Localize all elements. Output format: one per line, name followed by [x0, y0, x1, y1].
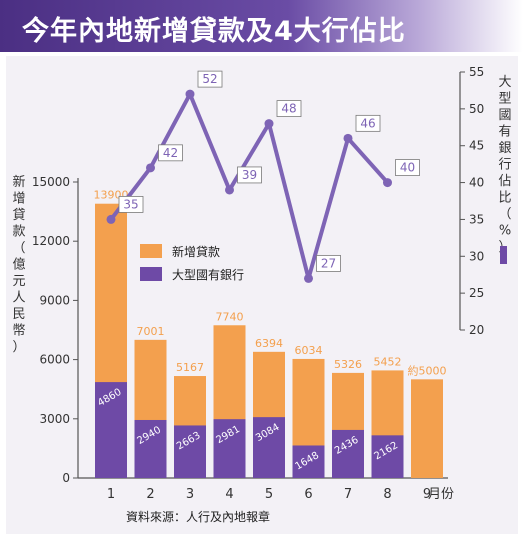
bar-big-banks	[134, 419, 167, 478]
ratio-point	[304, 273, 313, 283]
right-axis-label-char: 型	[498, 92, 511, 107]
x-tick-label: 4	[225, 487, 233, 502]
x-tick-label: 2	[146, 487, 154, 502]
left-axis-tick-label: 3000	[39, 412, 70, 426]
ratio-point-label: 42	[163, 146, 178, 160]
bar-big-banks	[213, 419, 246, 478]
source-note: 資料來源：人行及內地報章	[126, 509, 270, 524]
bar-new-loans-label: 6394	[255, 337, 283, 350]
legend-label-new-loans: 新增貸款	[172, 244, 220, 259]
x-tick-label: 1	[107, 487, 115, 502]
x-tick-label: 8	[383, 487, 391, 502]
ratio-label-box	[395, 159, 420, 176]
left-axis-tick-label: 0	[62, 471, 70, 485]
left-axis-tick-label: 12000	[32, 234, 70, 248]
x-tick-label: 3	[186, 487, 194, 502]
ratio-point-label: 46	[360, 116, 375, 130]
right-axis-label-char: （	[498, 207, 511, 222]
ratio-label-box	[237, 166, 262, 184]
ratio-point	[264, 119, 274, 129]
bar-new-loans	[411, 379, 443, 478]
bar-big-banks	[332, 429, 364, 478]
legend-swatch-new-loans	[140, 244, 162, 258]
right-axis-tick-label: 55	[469, 65, 484, 79]
left-axis-tick-label: 15000	[32, 175, 70, 189]
right-axis-tick-label: 35	[469, 212, 484, 226]
bar-new-loans-label: 5326	[334, 358, 362, 371]
bar-new-loans-label: 6034	[295, 344, 323, 357]
ratio-label-box	[316, 254, 341, 272]
left-axis-label-char: 元	[12, 274, 25, 289]
ratio-point	[106, 214, 116, 224]
right-axis-tick-label: 40	[469, 176, 484, 190]
ratio-label-box	[276, 100, 302, 117]
right-axis-label-char: 銀	[498, 141, 511, 156]
right-axis-tick-label: 25	[469, 286, 484, 300]
left-axis-label-char: 幣	[12, 324, 25, 339]
x-tick-label: 5	[265, 487, 273, 502]
ratio-label-box	[118, 196, 144, 213]
bar-new-loans-label: 約5000	[408, 363, 447, 377]
bar-big-banks	[253, 417, 285, 478]
ratio-label-box	[355, 114, 381, 132]
bar-big-banks	[95, 382, 127, 478]
ratio-point-label: 40	[400, 161, 415, 175]
right-axis-tick-label: 45	[469, 139, 484, 153]
ratio-point	[225, 185, 234, 195]
left-axis-tick-label: 9000	[39, 293, 70, 307]
ratio-point	[185, 89, 195, 99]
left-axis-label-char: 億	[12, 257, 25, 273]
ratio-point	[146, 163, 155, 173]
right-axis-series-swatch	[500, 246, 507, 264]
left-axis-label-char: 貸	[12, 207, 25, 223]
ratio-point-label: 35	[123, 197, 138, 211]
right-axis-label-char: 有	[498, 125, 511, 140]
bar-new-loans-label: 5452	[374, 355, 402, 368]
ratio-point-label: 48	[281, 102, 296, 116]
left-axis-label-char: 增	[12, 192, 25, 207]
ratio-point	[383, 178, 392, 188]
bar-new-loans-label: 7740	[216, 310, 244, 323]
left-axis-tick-label: 6000	[39, 353, 70, 367]
ratio-label-box	[158, 144, 183, 162]
right-axis-label-char: 佔	[498, 174, 511, 189]
left-axis-label-char: 款	[12, 225, 25, 240]
ratio-point-label: 39	[242, 168, 257, 182]
left-axis-label-char: 民	[12, 307, 25, 322]
left-axis-label-char: 新	[12, 174, 25, 190]
legend-swatch-big-banks	[140, 267, 162, 281]
right-axis-label-char: 大	[498, 75, 511, 90]
bar-big-banks	[371, 435, 404, 478]
bar-new-loans-label: 7001	[137, 325, 165, 338]
x-tick-label: 9	[423, 487, 431, 502]
ratio-point-label: 27	[321, 256, 336, 270]
bar-new-loans-label: 5167	[176, 361, 204, 374]
right-axis-label-char: 國	[498, 108, 511, 123]
ratio-label-box	[197, 70, 223, 88]
bar-big-banks	[292, 445, 325, 478]
right-axis-tick-label: 20	[469, 323, 484, 337]
ratio-series-line	[109, 92, 389, 281]
x-tick-label: 7	[344, 487, 352, 502]
right-axis-tick-label: 50	[469, 102, 484, 116]
left-axis-label-char: （	[12, 241, 25, 256]
right-axis-label-char: 比	[498, 191, 511, 206]
right-axis-tick-label: 30	[469, 249, 484, 263]
right-axis-label-char: 行	[498, 158, 511, 173]
x-axis-unit: 月份	[428, 487, 454, 502]
chart-title: 今年內地新增貸款及4大行佔比	[22, 16, 406, 47]
ratio-point-label: 52	[202, 72, 217, 86]
right-axis-label-char: %	[499, 224, 511, 239]
left-axis-label-char: ）	[12, 340, 25, 355]
title-bar: 今年內地新增貸款及4大行佔比	[0, 0, 523, 52]
left-axis-label-char: 人	[12, 291, 25, 306]
legend-label-big-banks: 大型國有銀行	[172, 268, 244, 282]
x-tick-label: 6	[304, 487, 312, 502]
ratio-point	[343, 133, 353, 143]
bar-big-banks	[174, 425, 206, 478]
